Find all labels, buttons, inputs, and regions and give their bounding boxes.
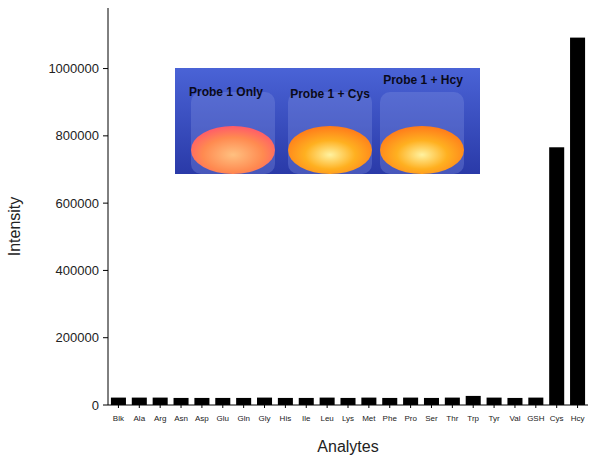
x-tick-label: Phe — [383, 414, 398, 423]
x-tick — [264, 405, 265, 408]
vial — [380, 92, 464, 174]
vial — [191, 92, 275, 174]
x-tick — [514, 405, 515, 408]
y-tick — [103, 203, 108, 204]
inset-label: Probe 1 + Hcy — [383, 73, 463, 87]
vial — [288, 92, 372, 174]
x-tick-label: Ala — [134, 414, 146, 423]
x-tick — [222, 405, 223, 408]
x-tick — [139, 405, 140, 408]
x-tick — [327, 405, 328, 408]
bar — [153, 398, 168, 405]
vial-liquid — [288, 126, 372, 174]
y-tick — [103, 405, 108, 406]
x-tick-label: Val — [509, 414, 520, 423]
x-tick — [306, 405, 307, 408]
x-tick-label: Asn — [174, 414, 188, 423]
y-tick-label: 400000 — [56, 263, 99, 278]
bar — [424, 398, 439, 405]
bar — [487, 398, 502, 405]
x-tick-label: Gly — [259, 414, 271, 423]
x-tick — [181, 405, 182, 408]
bar — [445, 398, 460, 405]
x-tick-label: Trp — [467, 414, 479, 423]
bar — [403, 398, 418, 405]
x-tick-label: Pro — [404, 414, 417, 423]
x-tick-label: Hcy — [571, 414, 585, 423]
bar — [299, 398, 314, 405]
bars — [111, 38, 585, 405]
x-tick — [348, 405, 349, 408]
x-tick — [410, 405, 411, 408]
x-tick — [577, 405, 578, 408]
x-axis-title: Analytes — [317, 438, 378, 455]
bar — [361, 398, 376, 405]
y-tick-label: 1000000 — [48, 61, 99, 76]
bar — [549, 147, 564, 405]
x-tick-label: Thr — [446, 414, 458, 423]
y-axis — [108, 8, 109, 405]
x-tick-label: Tyr — [489, 414, 500, 423]
x-tick-label: Cys — [550, 414, 564, 423]
vial-liquid — [191, 126, 275, 174]
bar — [257, 398, 272, 405]
x-tick — [201, 405, 202, 408]
y-tick — [103, 68, 108, 69]
bar — [507, 398, 522, 405]
bar — [466, 396, 481, 405]
x-tick — [431, 405, 432, 408]
x-tick-label: Gln — [237, 414, 249, 423]
x-tick-label: Lys — [342, 414, 354, 423]
x-tick-label: His — [280, 414, 292, 423]
y-tick-label: 800000 — [56, 128, 99, 143]
bar — [528, 398, 543, 405]
x-tick-label: Leu — [320, 414, 333, 423]
x-tick — [494, 405, 495, 408]
bar — [570, 38, 585, 405]
bar — [320, 398, 335, 405]
x-tick — [118, 405, 119, 408]
bar — [132, 398, 147, 405]
y-tick — [103, 135, 108, 136]
x-tick-label: Arg — [154, 414, 166, 423]
bar — [382, 398, 397, 405]
x-tick — [389, 405, 390, 408]
x-tick — [535, 405, 536, 408]
x-tick-label: Ser — [425, 414, 438, 423]
bar — [340, 398, 355, 405]
bar — [111, 398, 126, 405]
vial-liquid — [380, 126, 464, 174]
y-tick — [103, 337, 108, 338]
x-tick — [473, 405, 474, 408]
y-tick-label: 200000 — [56, 330, 99, 345]
y-tick — [103, 270, 108, 271]
x-tick — [452, 405, 453, 408]
x-tick — [160, 405, 161, 408]
bar — [278, 398, 293, 405]
x-tick-label: Blk — [113, 414, 125, 423]
inset-label: Probe 1 + Cys — [290, 87, 370, 101]
x-tick-label: GSH — [527, 414, 545, 423]
y-tick-label: 0 — [92, 398, 99, 413]
y-tick-label: 600000 — [56, 196, 99, 211]
x-tick — [368, 405, 369, 408]
x-tick-label: Met — [362, 414, 376, 423]
inset-background — [175, 68, 480, 174]
bar — [236, 398, 251, 405]
chart: 0 200000 400000 600000 800000 1000000 Blk Ala Ar… — [0, 0, 592, 462]
inset-label: Probe 1 Only — [189, 85, 263, 99]
x-tick — [556, 405, 557, 408]
y-axis-title: Intensity — [6, 197, 23, 257]
x-tick-label: Ile — [302, 414, 311, 423]
x-tick — [243, 405, 244, 408]
x-tick — [285, 405, 286, 408]
x-tick-label: Asp — [195, 414, 209, 423]
inset-photo — [175, 68, 480, 174]
bar — [174, 398, 189, 405]
x-tick-label: Glu — [217, 414, 229, 423]
bar — [194, 398, 209, 405]
bar — [215, 398, 230, 405]
